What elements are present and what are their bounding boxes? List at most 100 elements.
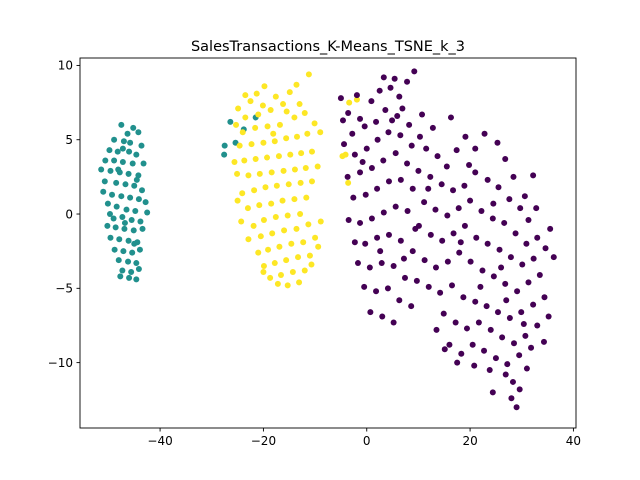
data-point-s0-5 [120, 138, 127, 145]
data-point-s2-173 [498, 264, 505, 271]
data-point-s0-55 [125, 258, 132, 265]
data-point-s2-172 [433, 326, 440, 333]
data-point-s2-164 [412, 225, 419, 232]
data-point-s1-26 [271, 138, 278, 145]
data-point-s2-89 [362, 240, 369, 247]
data-point-s2-0 [337, 95, 344, 102]
x-tick-label-4: 40 [566, 434, 581, 448]
data-point-s1-88 [260, 268, 267, 275]
data-point-s1-58 [244, 205, 251, 212]
data-point-s1-1 [253, 90, 260, 97]
data-point-s2-17 [416, 133, 423, 140]
data-point-s1-40 [291, 166, 298, 173]
data-point-s2-82 [484, 240, 491, 247]
data-point-s2-34 [510, 173, 517, 180]
data-point-s2-118 [506, 315, 513, 322]
data-point-s1-20 [239, 129, 246, 136]
data-point-s1-10 [267, 107, 274, 114]
data-point-s2-44 [415, 167, 422, 174]
data-point-s2-119 [518, 309, 525, 316]
data-point-s1-81 [301, 267, 308, 274]
data-point-s0-70 [227, 118, 234, 125]
data-point-s2-114 [460, 294, 467, 301]
data-point-s2-145 [504, 361, 511, 368]
data-point-s1-61 [284, 212, 291, 219]
data-point-s1-44 [245, 172, 252, 179]
data-point-s1-83 [277, 271, 284, 278]
data-point-s2-161 [490, 200, 497, 207]
data-point-s1-28 [248, 141, 255, 148]
data-point-s2-31 [481, 130, 488, 137]
data-point-s2-174 [520, 320, 527, 327]
data-point-s1-80 [260, 263, 267, 270]
data-point-s1-0 [242, 92, 249, 99]
data-point-s2-121 [541, 294, 548, 301]
data-point-s0-68 [119, 145, 126, 152]
data-point-s2-128 [452, 319, 459, 326]
data-point-s0-14 [119, 159, 126, 166]
data-point-s1-87 [274, 280, 281, 287]
data-point-s1-13 [235, 105, 242, 112]
data-point-s2-33 [502, 156, 509, 163]
data-point-s1-14 [301, 109, 308, 116]
data-point-s2-24 [408, 142, 415, 149]
data-point-s1-77 [295, 254, 302, 261]
data-point-s1-57 [256, 202, 263, 209]
data-point-s1-39 [302, 164, 309, 171]
data-point-s1-2 [261, 83, 268, 90]
data-point-s1-89 [308, 261, 315, 268]
data-point-s2-51 [495, 184, 502, 191]
data-point-s2-125 [396, 297, 403, 304]
y-tick-label-1: −5 [55, 282, 73, 296]
data-point-s2-1 [345, 109, 352, 116]
data-point-s2-47 [450, 187, 457, 194]
data-point-s1-76 [306, 252, 313, 259]
data-point-s0-58 [128, 268, 135, 275]
data-point-s1-30 [308, 148, 315, 155]
data-point-s2-101 [502, 280, 509, 287]
data-point-s2-140 [446, 341, 453, 348]
x-tick-label-2: 0 [363, 434, 371, 448]
data-point-s1-52 [239, 190, 246, 197]
data-point-s2-144 [492, 355, 499, 362]
data-point-s2-22 [385, 129, 392, 136]
data-point-s0-30 [127, 194, 134, 201]
data-point-s1-24 [294, 133, 300, 140]
data-point-s2-120 [530, 301, 537, 308]
data-point-s1-96 [353, 96, 360, 103]
data-point-s1-19 [252, 124, 259, 131]
data-point-s2-109 [401, 274, 408, 281]
data-point-s2-96 [444, 258, 451, 265]
x-tick-label-1: −20 [251, 434, 276, 448]
data-point-s0-73 [221, 151, 228, 158]
data-point-s2-169 [457, 239, 464, 246]
data-point-s1-8 [293, 81, 300, 88]
data-point-s2-53 [517, 205, 524, 212]
data-point-s1-70 [312, 234, 319, 241]
data-point-s1-59 [234, 197, 241, 204]
data-point-s2-16 [406, 121, 413, 128]
data-point-s2-13 [373, 118, 380, 125]
data-point-s1-48 [285, 181, 292, 188]
data-point-s1-68 [269, 230, 276, 237]
data-point-s1-41 [280, 167, 287, 174]
data-point-s2-80 [461, 222, 468, 229]
data-point-s2-66 [489, 215, 496, 222]
data-point-s2-58 [397, 176, 404, 183]
data-point-s0-66 [133, 176, 140, 183]
y-tick-label-4: 10 [58, 59, 73, 73]
data-point-s0-60 [117, 273, 124, 280]
data-point-s2-36 [530, 172, 537, 179]
data-point-s0-29 [118, 193, 125, 200]
data-point-s2-102 [514, 288, 521, 295]
data-point-s2-18 [341, 141, 348, 148]
data-point-s2-28 [453, 147, 460, 154]
data-point-s0-42 [112, 224, 119, 231]
data-point-s0-61 [126, 274, 133, 281]
data-point-s1-93 [238, 218, 245, 225]
data-point-s2-15 [394, 112, 401, 119]
data-point-s2-52 [506, 196, 513, 203]
data-point-s2-88 [550, 254, 557, 261]
data-point-s2-182 [345, 216, 352, 223]
